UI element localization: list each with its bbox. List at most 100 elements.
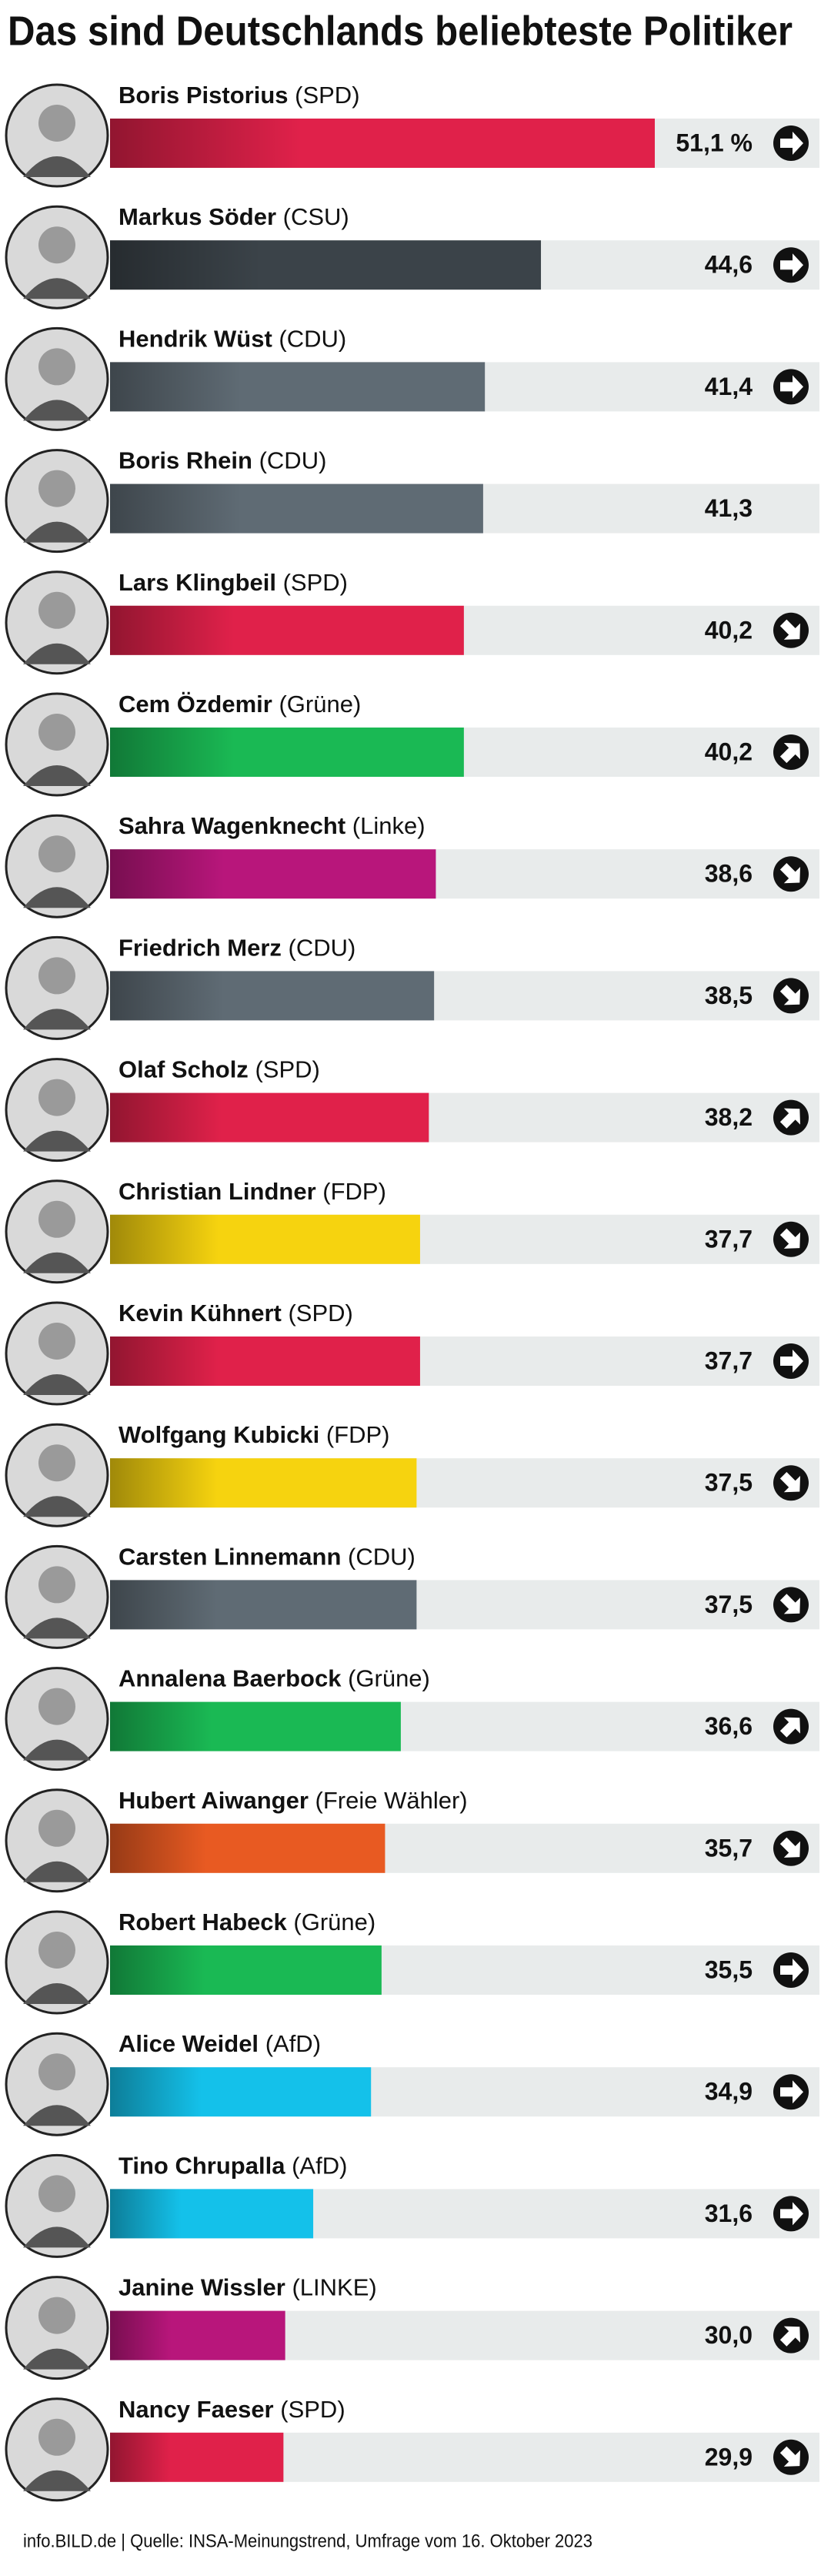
portrait-body [23, 643, 91, 664]
portrait-body [23, 400, 91, 421]
portrait-body [23, 521, 91, 543]
value-label: 30,0 [705, 2321, 753, 2349]
trend-icon [773, 1952, 809, 1988]
politician-label: Boris Rhein (CDU) [118, 447, 326, 474]
trend-arrow [779, 619, 801, 640]
portrait-body [23, 1739, 91, 1761]
portrait-body [23, 1009, 91, 1030]
portrait [5, 2276, 109, 2380]
politician-label: Kevin Kühnert (SPD) [118, 1300, 353, 1326]
portrait-head [38, 957, 75, 995]
portrait-body [23, 156, 91, 177]
politician-label: Tino Chrupalla (AfD) [118, 2153, 347, 2180]
bar-shade [110, 971, 435, 1021]
bar-shade [110, 2432, 284, 2482]
portrait-head [38, 1688, 75, 1725]
party: (AfD) [292, 2153, 347, 2180]
trend-arrow [780, 1350, 803, 1373]
trend-arrow [779, 985, 801, 1005]
trend-arrow [780, 2202, 803, 2226]
politician-name: Boris Pistorius [118, 82, 289, 109]
bar-shade [110, 119, 656, 168]
portrait-head [38, 1323, 75, 1360]
party: (Freie Wähler) [315, 1787, 468, 1814]
value-label: 35,5 [705, 1955, 753, 1983]
value-label: 31,6 [705, 2200, 753, 2227]
portrait-head [38, 348, 75, 386]
portrait-body [23, 1374, 91, 1395]
politician-label: Friedrich Merz (CDU) [118, 935, 355, 962]
politician-name: Markus Söder [118, 203, 276, 230]
portrait [5, 326, 109, 431]
party: (CSU) [283, 203, 349, 230]
portrait-body [23, 2348, 91, 2370]
party: (FDP) [322, 1178, 386, 1205]
trend-icon [773, 1830, 809, 1866]
portrait-body [23, 887, 91, 908]
politician-name: Alice Weidel [118, 2030, 259, 2057]
portrait-head [38, 1566, 75, 1604]
portrait-head [38, 1809, 75, 1847]
trend-arrow [780, 253, 803, 277]
politician-name: Carsten Linnemann [118, 1544, 341, 1571]
chart-title: Das sind Deutschlands beliebteste Politi… [8, 8, 793, 54]
party: (CDU) [279, 326, 346, 353]
portrait-head [38, 2418, 75, 2456]
bar-shade [110, 2067, 372, 2117]
portrait [5, 1423, 109, 1527]
bar-shade [110, 240, 542, 290]
politician-label: Olaf Scholz (SPD) [118, 1056, 320, 1083]
portrait [5, 83, 109, 188]
party: (Grüne) [293, 1909, 375, 1935]
portrait-head [38, 1932, 75, 1969]
party: (SPD) [288, 1300, 352, 1326]
trend-arrow [780, 2080, 803, 2104]
politician-label: Carsten Linnemann (CDU) [118, 1544, 416, 1571]
portrait [5, 1910, 109, 2015]
trend-icon [773, 1708, 809, 1745]
value-label: 37,5 [705, 1591, 753, 1618]
portrait [5, 692, 109, 797]
politician-label: Lars Klingbeil (SPD) [118, 569, 348, 596]
politician-name: Hendrik Wüst [118, 326, 272, 353]
value-label: 38,6 [705, 860, 753, 888]
value-label: 40,2 [705, 616, 753, 644]
trend-icon [773, 978, 809, 1014]
value-label: 37,5 [705, 1469, 753, 1497]
trend-arrow [779, 1108, 801, 1129]
portrait-head [38, 470, 75, 507]
bar-shade [110, 605, 464, 655]
portrait [5, 449, 109, 554]
portrait-head [38, 2297, 75, 2334]
politician-name: Nancy Faeser [118, 2396, 274, 2423]
politician-name: Robert Habeck [118, 1909, 288, 1935]
value-label: 44,6 [705, 251, 753, 279]
politician-label: Sahra Wagenknecht (Linke) [118, 812, 426, 839]
trend-icon [773, 369, 809, 405]
portrait-head [38, 105, 75, 142]
trend-icon [773, 2074, 809, 2110]
portrait [5, 205, 109, 309]
trend-arrow [780, 132, 803, 155]
politician-name: Janine Wissler [118, 2274, 285, 2301]
value-label: 37,7 [705, 1347, 753, 1374]
portrait-head [38, 1079, 75, 1116]
trend-icon [773, 1099, 809, 1136]
value-label: 38,2 [705, 1103, 753, 1131]
value-label: 41,4 [705, 373, 753, 400]
portrait-body [23, 278, 91, 299]
party: (SPD) [255, 1056, 319, 1083]
trend-icon [773, 612, 809, 648]
politician-label: Markus Söder (CSU) [118, 203, 349, 230]
trend-arrow [780, 1959, 803, 1982]
portrait [5, 935, 109, 1040]
trend-arrow [779, 863, 801, 884]
value-label: 40,2 [705, 738, 753, 765]
bar-shade [110, 1214, 420, 1264]
value-label: 38,5 [705, 982, 753, 1009]
trend-icon [773, 2439, 809, 2475]
portrait-body [23, 2470, 91, 2491]
politician-name: Olaf Scholz [118, 1056, 249, 1083]
trend-icon [773, 125, 809, 161]
